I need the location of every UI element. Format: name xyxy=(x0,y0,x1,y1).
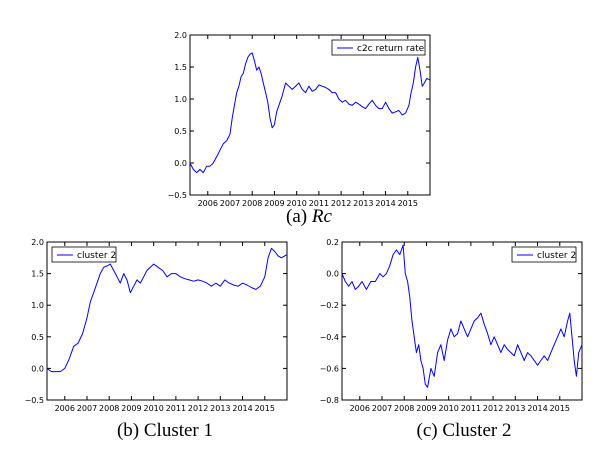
panel-b-tick-labels: 2006 2007 2008 2009 2010 2011 2012 2013 2014 2015… xyxy=(25,238,275,413)
panel-c-y-tick-label: −0.6 xyxy=(320,364,339,373)
panel-c-y-tick-label: −0.4 xyxy=(320,333,339,342)
panel-c-legend-label: cluster 2 xyxy=(537,251,576,261)
panel-c-x-tick-label: 2014 xyxy=(527,404,547,413)
panel-a-x-tick-label: 2008 xyxy=(242,199,262,208)
panel-a-x-tick-label: 2006 xyxy=(198,199,218,208)
panel-a-x-tick-label: 2011 xyxy=(309,199,329,208)
panel-a-y-tick-label: 0.5 xyxy=(174,127,187,136)
panel-b-legend-label: cluster 2 xyxy=(77,251,116,261)
panel-b-y-tick-label: −0.5 xyxy=(25,396,44,405)
panel-c-y-tick-label: −0.2 xyxy=(320,301,339,310)
panel-b-ticks xyxy=(47,241,287,401)
panel-a-caption: (a) Rc xyxy=(286,206,332,227)
panel-a-tick-labels: 2006 2007 2008 2009 2010 2011 2012 2013 2014 2015… xyxy=(168,31,418,208)
panel-b-x-tick-label: 2007 xyxy=(77,404,97,413)
panel-b-y-tick-label: 1.5 xyxy=(31,270,44,279)
panel-a-legend-label: c2c return rate xyxy=(357,44,425,54)
panel-c-cluster-2: 2006 2007 2008 2009 2010 2011 2012 2013 2014 2015… xyxy=(320,238,583,441)
panel-c-x-tick-label: 2011 xyxy=(461,404,481,413)
panel-b-series-line xyxy=(46,247,288,373)
panel-a-x-tick-label: 2007 xyxy=(220,199,240,208)
panel-a-rc: 2006 2007 2008 2009 2010 2011 2012 2013 2014 2015… xyxy=(168,31,431,227)
panel-c-plot-area xyxy=(341,241,583,401)
panel-a-plot-area xyxy=(189,34,431,196)
panel-b-x-tick-label: 2015 xyxy=(255,404,275,413)
panel-c-x-tick-label: 2008 xyxy=(394,404,414,413)
panel-c-x-tick-label: 2013 xyxy=(505,404,525,413)
panel-c-caption: (c) Cluster 2 xyxy=(417,420,512,441)
panel-c-x-tick-label: 2015 xyxy=(550,404,570,413)
panel-c-x-tick-label: 2012 xyxy=(483,404,503,413)
panel-b-legend: cluster 2 xyxy=(51,246,117,263)
panel-c-legend-box xyxy=(511,246,577,263)
panel-c-legend: cluster 2 xyxy=(511,246,577,263)
panel-c-x-tick-label: 2009 xyxy=(416,404,436,413)
panel-a-y-tick-label: 0.0 xyxy=(174,159,187,168)
panel-a-x-tick-label: 2014 xyxy=(375,199,395,208)
panel-a-legend: c2c return rate xyxy=(331,39,426,56)
panel-b-x-tick-label: 2014 xyxy=(232,404,252,413)
panel-b-x-tick-label: 2013 xyxy=(210,404,230,413)
panel-b-x-tick-label: 2006 xyxy=(55,404,75,413)
panel-a-x-tick-label: 2015 xyxy=(398,199,418,208)
panel-a-x-tick-label: 2012 xyxy=(331,199,351,208)
panel-c-x-tick-label: 2006 xyxy=(350,404,370,413)
panel-c-y-tick-label: 0.2 xyxy=(326,238,339,247)
panel-a-x-tick-label: 2013 xyxy=(353,199,373,208)
panel-b-caption: (b) Cluster 1 xyxy=(117,420,213,441)
panel-b-legend-box xyxy=(51,246,117,263)
panel-c-x-tick-label: 2007 xyxy=(372,404,392,413)
panel-b-y-tick-label: 0.0 xyxy=(31,364,44,373)
panel-c-tick-labels: 2006 2007 2008 2009 2010 2011 2012 2013 2014 2015… xyxy=(320,238,570,413)
panel-a-series-line xyxy=(189,52,431,174)
panel-b-y-tick-label: 2.0 xyxy=(31,238,44,247)
panel-b-cluster-1: 2006 2007 2008 2009 2010 2011 2012 2013 2014 2015… xyxy=(25,238,288,441)
panel-a-y-tick-label: 1.5 xyxy=(174,63,187,72)
panel-a-y-tick-label: 2.0 xyxy=(174,31,187,40)
panel-a-y-tick-label: −0.5 xyxy=(168,191,187,200)
panel-a-x-tick-label: 2010 xyxy=(286,199,306,208)
panel-a-ticks xyxy=(190,34,430,196)
panel-c-series-line xyxy=(341,244,583,388)
panel-b-x-tick-label: 2011 xyxy=(166,404,186,413)
panel-b-y-tick-label: 0.5 xyxy=(31,333,44,342)
panel-c-y-tick-label: −0.8 xyxy=(320,396,339,405)
panel-a-x-tick-label: 2009 xyxy=(264,199,284,208)
panel-b-x-tick-label: 2012 xyxy=(188,404,208,413)
panel-c-x-tick-label: 2010 xyxy=(438,404,458,413)
panel-b-x-tick-label: 2010 xyxy=(143,404,163,413)
panel-b-x-tick-label: 2009 xyxy=(121,404,141,413)
panel-b-y-tick-label: 1.0 xyxy=(31,301,44,310)
panel-b-x-tick-label: 2008 xyxy=(99,404,119,413)
panel-c-ticks xyxy=(342,241,582,401)
panel-c-y-tick-label: 0.0 xyxy=(326,270,339,279)
panel-a-y-tick-label: 1.0 xyxy=(174,95,187,104)
panel-b-plot-area xyxy=(46,241,288,401)
panel-a-legend-box xyxy=(331,39,426,56)
